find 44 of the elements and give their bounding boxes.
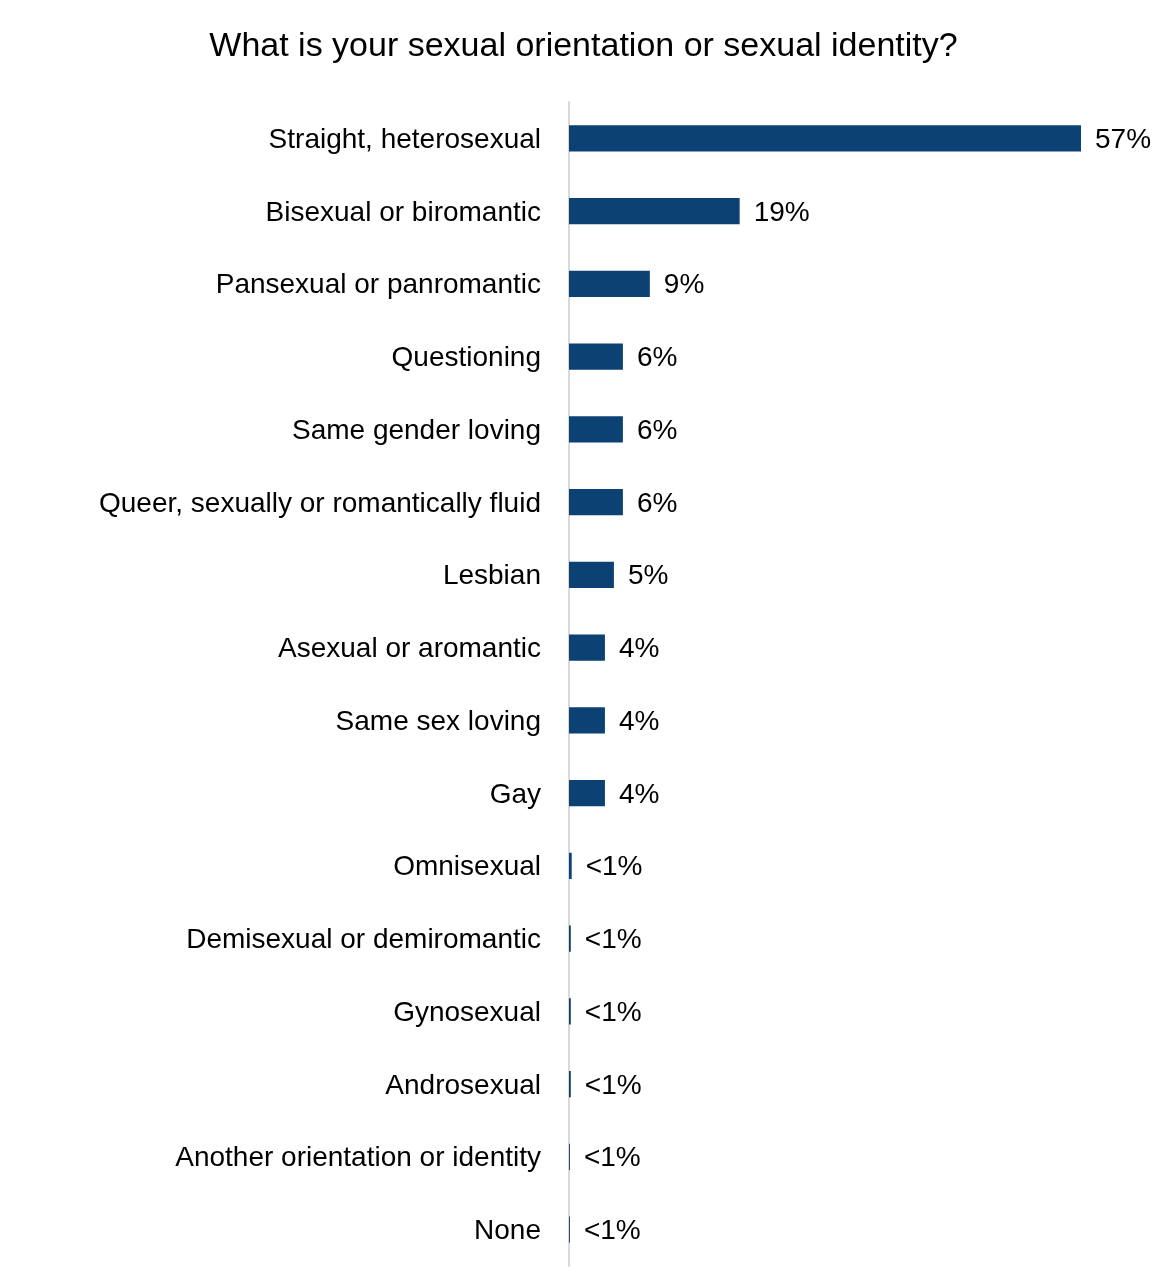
bar (569, 125, 1081, 152)
chart-title: What is your sexual orientation or sexual identity? (209, 25, 958, 63)
data-label: <1% (583, 1214, 641, 1246)
data-label: 6% (636, 486, 678, 518)
bar (569, 270, 650, 297)
bar (569, 634, 605, 661)
bar (569, 416, 623, 443)
bar (569, 852, 572, 879)
bar (569, 343, 623, 370)
bar (569, 198, 740, 225)
y-tick-label: Asexual or aromantic (277, 632, 541, 664)
data-label: 4% (618, 704, 660, 736)
bar (569, 707, 605, 734)
data-label: 4% (618, 777, 660, 809)
y-tick-label: Another orientation or identity (175, 1141, 541, 1173)
bar (569, 561, 614, 588)
y-tick-label: Same gender loving (291, 413, 541, 445)
data-label: 6% (636, 341, 678, 373)
data-label: 5% (627, 559, 669, 591)
y-tick-label: None (474, 1214, 541, 1246)
bar (569, 780, 605, 807)
data-label: 9% (663, 268, 705, 300)
y-tick-label: Pansexual or panromantic (215, 268, 541, 300)
y-tick-label: Androsexual (385, 1068, 541, 1100)
data-label: 6% (636, 413, 678, 445)
y-tick-label: Questioning (391, 341, 541, 373)
data-label: 19% (753, 195, 810, 227)
y-tick-label: Queer, sexually or romantically fluid (99, 486, 541, 518)
data-label: <1% (584, 995, 642, 1027)
y-tick-label: Gynosexual (393, 995, 541, 1027)
y-tick-label: Straight, heterosexual (268, 122, 541, 154)
y-tick-label: Omnisexual (393, 850, 541, 882)
y-tick-label: Same sex loving (335, 704, 541, 736)
y-tick-label: Lesbian (442, 559, 541, 591)
data-label: <1% (584, 923, 642, 955)
data-label: 57% (1095, 122, 1152, 154)
y-tick-label: Gay (489, 777, 541, 809)
data-label: <1% (583, 1141, 641, 1173)
y-tick-label: Bisexual or biromantic (265, 195, 541, 227)
data-label: <1% (585, 850, 643, 882)
data-label: 4% (618, 632, 660, 664)
y-tick-label: Demisexual or demiromantic (186, 923, 541, 955)
bar (569, 489, 623, 516)
data-label: <1% (584, 1068, 642, 1100)
